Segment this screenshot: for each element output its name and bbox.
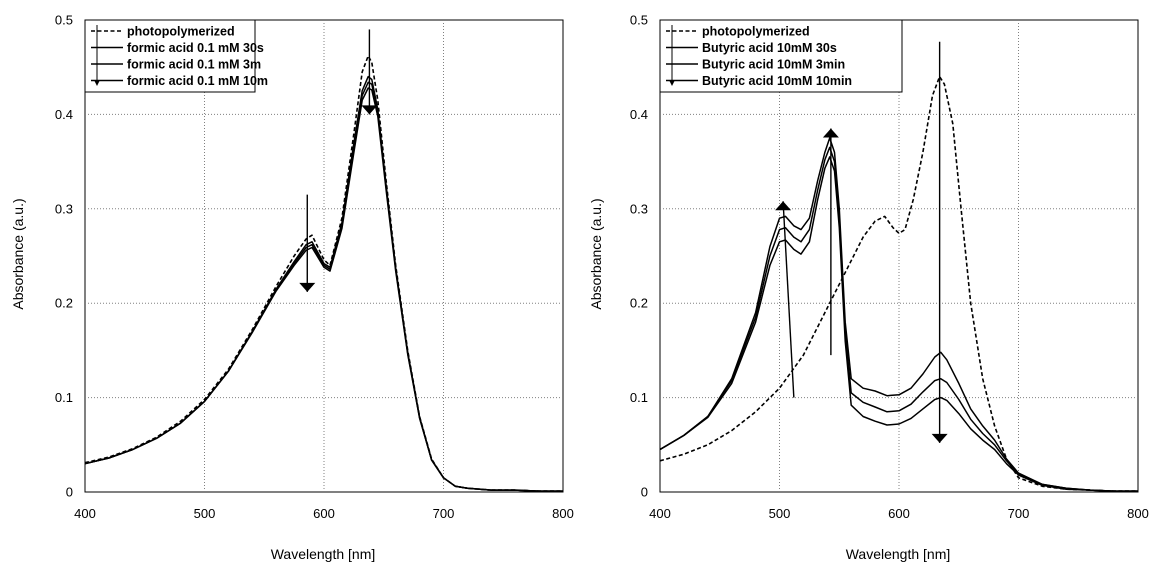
series-line-3 xyxy=(659,156,1138,492)
y-tick-label: 0 xyxy=(641,485,648,500)
y-tick-label: 0.3 xyxy=(630,201,648,216)
legend-arrow-marker xyxy=(669,80,675,86)
x-tick-label: 500 xyxy=(769,506,791,521)
x-tick-label: 700 xyxy=(1008,506,1030,521)
annotation-arrow-head xyxy=(361,105,378,115)
legend-entry-3: formic acid 0.1 mM 10m xyxy=(127,74,268,88)
x-axis-label: Wavelength [nm] xyxy=(846,546,951,562)
y-tick-label: 0.4 xyxy=(630,107,648,122)
series-line-2 xyxy=(659,146,1138,492)
annotation-arrow-head xyxy=(299,282,316,292)
x-tick-label: 800 xyxy=(552,506,574,521)
legend-entry-3: Butyric acid 10mM 10min xyxy=(702,74,852,88)
y-axis-label: Absorbance (a.u.) xyxy=(10,198,26,309)
series-line-3 xyxy=(84,87,563,492)
x-tick-label: 400 xyxy=(649,506,671,521)
x-tick-label: 600 xyxy=(888,506,910,521)
chart-panel-formic-acid: Wavelength [nm] Absorbance (a.u.) 400 500… xyxy=(10,13,574,563)
legend-entry-2: Butyric acid 10mM 3min xyxy=(702,58,845,72)
x-axis-label: Wavelength [nm] xyxy=(271,546,376,562)
legend-entry-1: Butyric acid 10mM 30s xyxy=(702,41,837,55)
x-tick-label: 800 xyxy=(1127,506,1149,521)
legend xyxy=(659,19,903,93)
chart-panel-butyric-acid: Wavelength [nm] Absorbance (a.u.) 400 500… xyxy=(588,13,1149,563)
y-tick-label: 0.5 xyxy=(630,13,648,28)
y-tick-label: 0 xyxy=(66,485,73,500)
legend-entry-2: formic acid 0.1 mM 3m xyxy=(127,58,261,72)
y-tick-label: 0.1 xyxy=(630,390,648,405)
annotation-arrow-shaft xyxy=(782,201,795,398)
y-tick-label: 0.3 xyxy=(55,201,73,216)
y-axis-label: Absorbance (a.u.) xyxy=(588,198,604,309)
y-tick-label: 0.2 xyxy=(55,296,73,311)
x-tick-label: 400 xyxy=(74,506,96,521)
legend-arrow-marker xyxy=(94,80,100,86)
x-tick-label: 500 xyxy=(194,506,216,521)
legend-entry-0: photopolymerized xyxy=(702,25,810,39)
x-tick-label: 700 xyxy=(433,506,455,521)
series-line-1 xyxy=(659,137,1138,492)
annotation-arrow-head xyxy=(775,201,792,211)
x-tick-label: 600 xyxy=(313,506,335,521)
y-tick-label: 0.1 xyxy=(55,390,73,405)
annotation-arrow-head xyxy=(822,128,839,138)
series-line-0 xyxy=(659,75,1138,492)
legend-entry-1: formic acid 0.1 mM 30s xyxy=(127,41,264,55)
y-tick-label: 0.5 xyxy=(55,13,73,28)
annotation-arrow-head xyxy=(931,433,948,443)
y-tick-label: 0.2 xyxy=(630,296,648,311)
y-tick-label: 0.4 xyxy=(55,107,73,122)
legend-entry-0: photopolymerized xyxy=(127,25,235,39)
